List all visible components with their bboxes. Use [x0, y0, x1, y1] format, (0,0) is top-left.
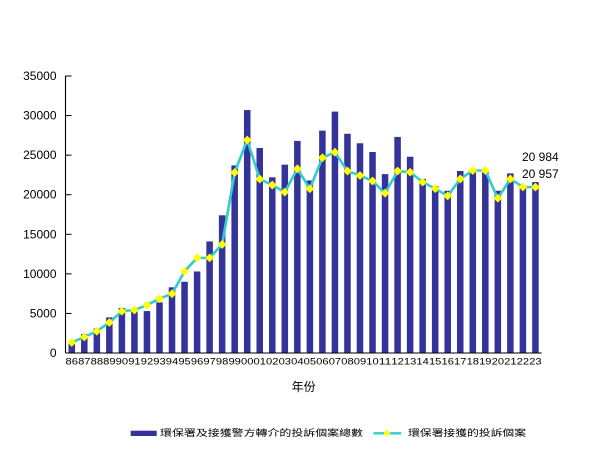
svg-text:01: 01: [254, 357, 266, 368]
svg-text:14: 14: [416, 357, 429, 368]
svg-text:23: 23: [529, 357, 541, 368]
svg-text:13: 13: [404, 357, 416, 368]
svg-text:08: 08: [341, 357, 353, 368]
svg-text:15: 15: [429, 357, 441, 368]
svg-text:20 984: 20 984: [522, 150, 559, 164]
svg-text:99: 99: [228, 357, 240, 368]
svg-text:5000: 5000: [30, 306, 57, 320]
svg-text:05: 05: [304, 357, 316, 368]
svg-text:98: 98: [216, 357, 228, 368]
svg-text:04: 04: [291, 357, 304, 368]
svg-text:12: 12: [391, 357, 403, 368]
svg-text:20 957: 20 957: [522, 167, 559, 181]
svg-text:環保署接獲的投訴個案: 環保署接獲的投訴個案: [408, 427, 526, 438]
svg-text:10: 10: [366, 357, 378, 368]
svg-text:11: 11: [379, 357, 391, 368]
svg-text:03: 03: [279, 357, 291, 368]
svg-text:35000: 35000: [23, 69, 57, 83]
svg-text:92: 92: [141, 357, 153, 368]
svg-text:環保署及接獲警方轉介的投訴個案總數: 環保署及接獲警方轉介的投訴個案總數: [160, 427, 363, 438]
svg-text:88: 88: [91, 357, 103, 368]
svg-text:20000: 20000: [23, 188, 57, 202]
svg-text:30000: 30000: [23, 109, 57, 123]
svg-text:90: 90: [116, 357, 128, 368]
svg-text:09: 09: [354, 357, 366, 368]
svg-text:97: 97: [203, 357, 215, 368]
svg-text:91: 91: [128, 357, 140, 368]
svg-text:20: 20: [492, 357, 504, 368]
svg-text:15000: 15000: [23, 227, 57, 241]
svg-text:10000: 10000: [23, 267, 57, 281]
svg-text:22: 22: [517, 357, 529, 368]
svg-text:25000: 25000: [23, 148, 57, 162]
svg-text:年份: 年份: [292, 380, 316, 394]
svg-text:96: 96: [191, 357, 203, 368]
svg-text:89: 89: [103, 357, 115, 368]
svg-text:06: 06: [316, 357, 328, 368]
svg-text:94: 94: [166, 357, 179, 368]
svg-text:17: 17: [454, 357, 466, 368]
svg-text:18: 18: [467, 357, 479, 368]
svg-text:0: 0: [50, 346, 57, 360]
svg-text:02: 02: [266, 357, 278, 368]
svg-text:00: 00: [241, 357, 253, 368]
svg-text:93: 93: [153, 357, 165, 368]
svg-text:16: 16: [442, 357, 454, 368]
svg-text:86: 86: [66, 357, 78, 368]
svg-text:21: 21: [504, 357, 516, 368]
svg-text:19: 19: [479, 357, 491, 368]
svg-text:07: 07: [329, 357, 341, 368]
svg-text:87: 87: [78, 357, 90, 368]
svg-text:95: 95: [178, 357, 190, 368]
